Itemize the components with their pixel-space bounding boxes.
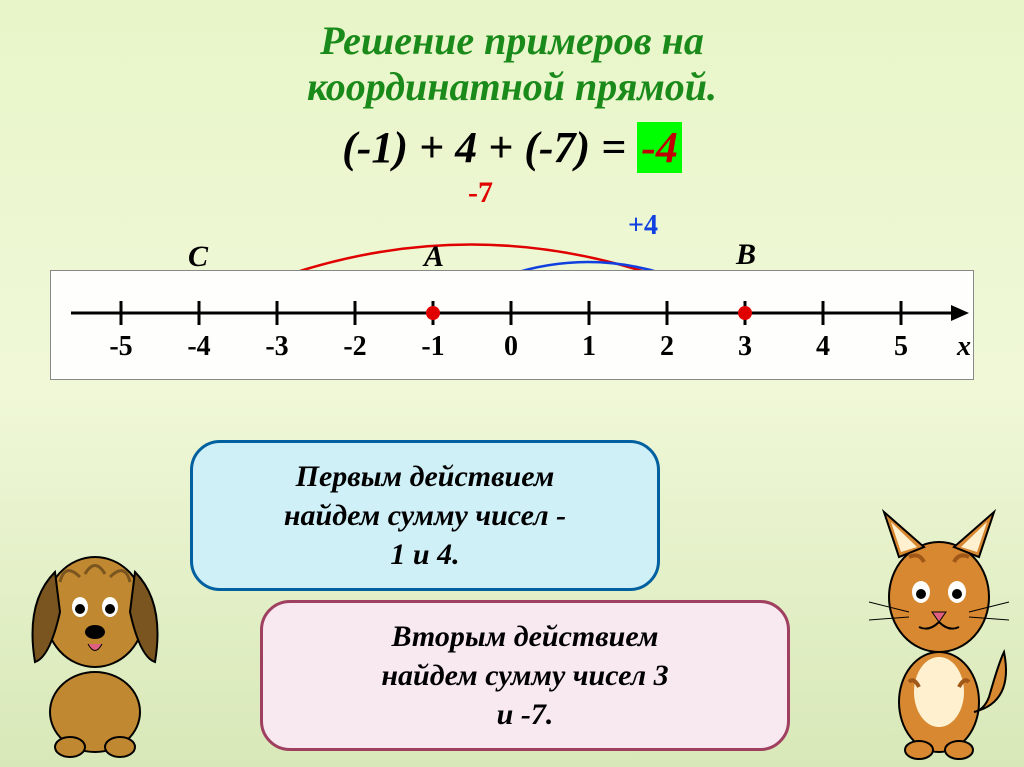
page-title: Решение примеров на координатной прямой. bbox=[0, 0, 1024, 110]
tick-label: -3 bbox=[257, 331, 297, 363]
tick-label: 5 bbox=[881, 331, 921, 363]
bubble-text-line: найдем сумму чисел - bbox=[223, 496, 627, 535]
bubble-text-line: найдем сумму чисел 3 bbox=[293, 656, 757, 695]
x-axis-label: x bbox=[957, 331, 971, 363]
equation: (-1) + 4 + (-7) = -4 bbox=[0, 122, 1024, 173]
title-line1: Решение примеров на bbox=[0, 18, 1024, 64]
tick-label: 2 bbox=[647, 331, 687, 363]
title-line2: координатной прямой. bbox=[0, 64, 1024, 110]
point-label-B: B bbox=[736, 238, 756, 272]
tick-label: -1 bbox=[413, 331, 453, 363]
tick-label: 4 bbox=[803, 331, 843, 363]
cat-illustration bbox=[849, 502, 1019, 762]
numberline-svg bbox=[51, 271, 975, 381]
dog-illustration bbox=[10, 532, 180, 762]
tick-label: -2 bbox=[335, 331, 375, 363]
tick-label: -5 bbox=[101, 331, 141, 363]
point-label-A: A bbox=[424, 240, 444, 274]
point-dot bbox=[426, 306, 440, 320]
numberline: -5 -4 -3 -2 -1 0 1 2 3 4 5 x bbox=[50, 270, 974, 380]
equation-lhs: (-1) + 4 + (-7) = bbox=[342, 123, 637, 172]
tick-label: 0 bbox=[491, 331, 531, 363]
bubble-text-line: 1 и 4. bbox=[223, 535, 627, 574]
tick-label: 3 bbox=[725, 331, 765, 363]
tick-label: -4 bbox=[179, 331, 219, 363]
point-dot bbox=[738, 306, 752, 320]
equation-result: -4 bbox=[637, 122, 682, 173]
tick-label: 1 bbox=[569, 331, 609, 363]
point-label-C: C bbox=[188, 240, 208, 274]
speech-bubble-2: Вторым действиемнайдем сумму чисел 3и -7… bbox=[260, 600, 790, 751]
bubble-text-line: Вторым действием bbox=[293, 617, 757, 656]
bubble-text-line: Первым действием bbox=[223, 457, 627, 496]
speech-bubble-1: Первым действиемнайдем сумму чисел -1 и … bbox=[190, 440, 660, 591]
bubble-text-line: и -7. bbox=[293, 695, 757, 734]
axis-arrowhead bbox=[951, 305, 969, 321]
